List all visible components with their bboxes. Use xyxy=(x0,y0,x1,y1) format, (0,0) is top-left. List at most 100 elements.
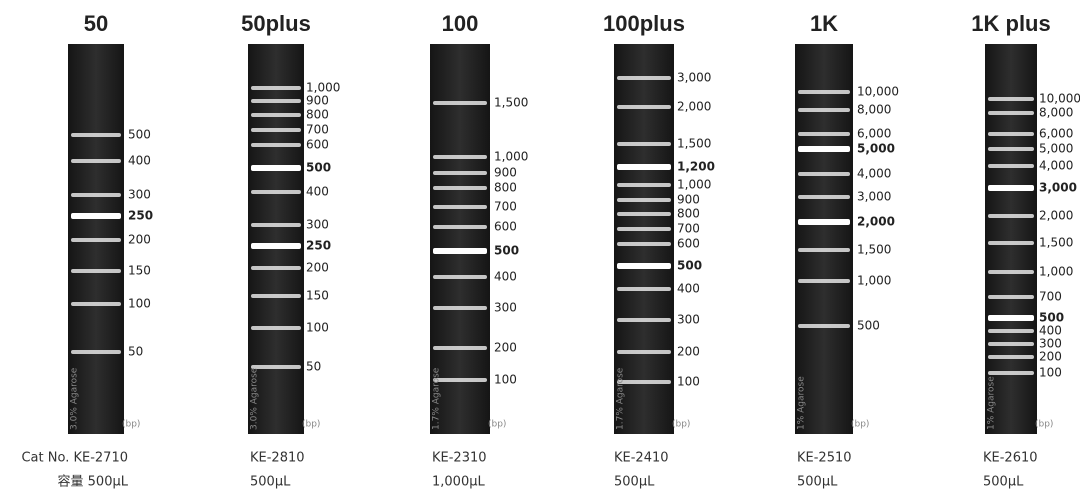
band xyxy=(617,263,671,269)
band-label: 8,000 xyxy=(857,103,891,117)
band xyxy=(251,266,301,270)
band-label: 3,000 xyxy=(1039,181,1077,195)
band xyxy=(617,318,671,322)
band xyxy=(798,90,850,94)
band-label: 2,000 xyxy=(677,100,711,114)
band xyxy=(617,198,671,202)
gel-image xyxy=(430,44,490,434)
band-label: 2,000 xyxy=(1039,209,1073,223)
unit-label: (bp) xyxy=(122,420,140,430)
band xyxy=(617,183,671,187)
band xyxy=(71,350,121,354)
band xyxy=(251,86,301,90)
band xyxy=(433,346,487,350)
unit-label: (bp) xyxy=(672,420,690,430)
band-label: 1,000 xyxy=(1039,265,1073,279)
band-label: 4,000 xyxy=(857,167,891,181)
band xyxy=(251,294,301,298)
band xyxy=(433,155,487,159)
band xyxy=(988,371,1034,375)
band-label: 400 xyxy=(1039,324,1062,338)
band-label: 300 xyxy=(128,188,151,202)
band-label: 250 xyxy=(306,239,331,253)
band xyxy=(617,142,671,146)
band-label: 200 xyxy=(1039,350,1062,364)
band xyxy=(433,171,487,175)
band xyxy=(251,365,301,369)
band xyxy=(433,225,487,229)
catalog-number: KE-2610 xyxy=(983,451,1038,466)
lane-title: 50plus xyxy=(241,11,311,36)
gel-image xyxy=(985,44,1037,434)
band-label: 900 xyxy=(306,94,329,108)
band xyxy=(617,380,671,384)
band xyxy=(251,165,301,171)
band xyxy=(617,350,671,354)
band xyxy=(617,212,671,216)
band xyxy=(798,172,850,176)
unit-label: (bp) xyxy=(488,420,506,430)
band-label: 3,000 xyxy=(677,71,711,85)
band-label: 500 xyxy=(306,161,331,175)
lane-title: 50 xyxy=(84,11,108,36)
band-label: 200 xyxy=(306,261,329,275)
band xyxy=(251,326,301,330)
band-label: 400 xyxy=(128,154,151,168)
band xyxy=(988,214,1034,218)
band-label: 250 xyxy=(128,209,153,223)
band-label: 400 xyxy=(494,270,517,284)
gel-image xyxy=(795,44,853,434)
band xyxy=(433,101,487,105)
band-label: 400 xyxy=(306,185,329,199)
band-label: 1,000 xyxy=(677,178,711,192)
band-label: 300 xyxy=(1039,337,1062,351)
band xyxy=(988,241,1034,245)
band-label: 1,000 xyxy=(306,81,340,95)
band-label: 8,000 xyxy=(1039,106,1073,120)
band xyxy=(617,287,671,291)
band xyxy=(988,342,1034,346)
band xyxy=(71,238,121,242)
band xyxy=(798,195,850,199)
band-label: 1,000 xyxy=(494,150,528,164)
band-label: 150 xyxy=(306,289,329,303)
band xyxy=(251,243,301,249)
band xyxy=(798,324,850,328)
band-label: 200 xyxy=(128,233,151,247)
volume: 500μL xyxy=(983,475,1024,490)
band-label: 4,000 xyxy=(1039,159,1073,173)
band-label: 200 xyxy=(494,341,517,355)
band-label: 200 xyxy=(677,345,700,359)
band xyxy=(798,108,850,112)
band-label: 6,000 xyxy=(1039,127,1073,141)
band-label: 1,200 xyxy=(677,160,715,174)
band xyxy=(988,97,1034,101)
band xyxy=(433,306,487,310)
band-label: 100 xyxy=(494,373,517,387)
band-label: 300 xyxy=(677,313,700,327)
agarose-label: 1.7% Agarose xyxy=(616,367,626,430)
band xyxy=(988,132,1034,136)
band-label: 700 xyxy=(677,222,700,236)
band-label: 700 xyxy=(1039,290,1062,304)
volume: 500μL xyxy=(797,475,838,490)
unit-label: (bp) xyxy=(1035,420,1053,430)
agarose-label: 3.0% Agarose xyxy=(70,367,80,430)
band xyxy=(71,133,121,137)
band xyxy=(433,275,487,279)
band-label: 1,500 xyxy=(494,96,528,110)
band xyxy=(617,242,671,246)
band xyxy=(988,185,1034,191)
band-label: 6,000 xyxy=(857,127,891,141)
lane-title: 100plus xyxy=(603,11,685,36)
catalog-number: KE-2410 xyxy=(614,451,669,466)
band-label: 700 xyxy=(494,200,517,214)
band-label: 100 xyxy=(128,297,151,311)
band xyxy=(71,159,121,163)
band-label: 100 xyxy=(306,321,329,335)
band-label: 100 xyxy=(677,375,700,389)
band-label: 50 xyxy=(306,360,321,374)
band xyxy=(798,279,850,283)
catalog-number: KE-2510 xyxy=(797,451,852,466)
